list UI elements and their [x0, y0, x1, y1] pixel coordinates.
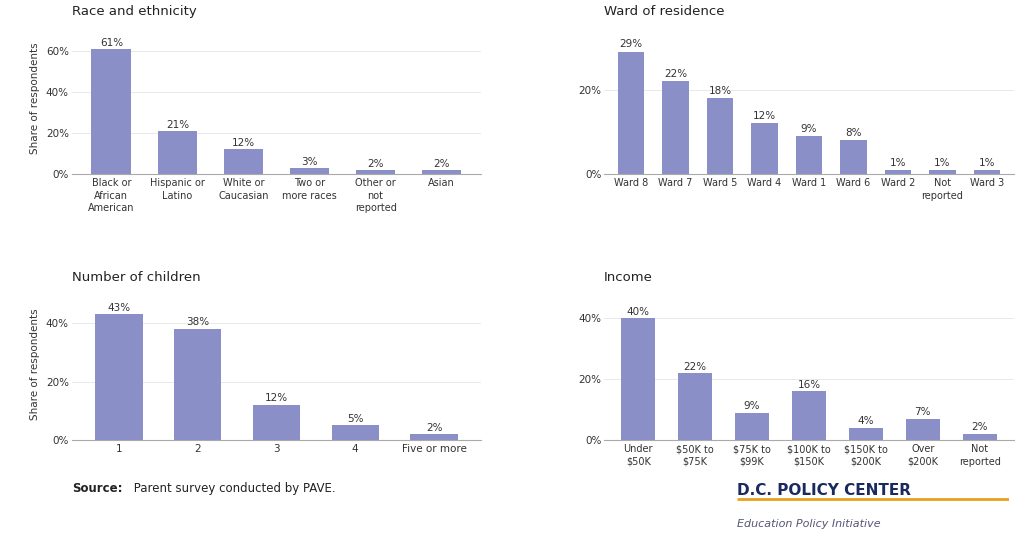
Bar: [411, 434, 458, 440]
Text: 40%: 40%: [627, 307, 650, 317]
Text: 22%: 22%: [664, 69, 687, 79]
Text: 2%: 2%: [426, 423, 442, 433]
Bar: [91, 49, 131, 174]
Bar: [223, 150, 263, 174]
Y-axis label: Share of respondents: Share of respondents: [31, 308, 40, 420]
Text: 4%: 4%: [857, 416, 874, 426]
Bar: [735, 412, 769, 440]
Text: 18%: 18%: [709, 86, 731, 96]
Text: 43%: 43%: [108, 303, 130, 313]
Bar: [751, 123, 778, 174]
Text: 1%: 1%: [979, 158, 995, 168]
Bar: [158, 131, 198, 174]
Bar: [422, 170, 462, 174]
Text: 1%: 1%: [934, 158, 950, 168]
Text: 8%: 8%: [845, 128, 862, 138]
Text: 12%: 12%: [753, 111, 776, 121]
Bar: [95, 314, 142, 440]
Text: Income: Income: [604, 271, 653, 284]
Text: D.C. POLICY CENTER: D.C. POLICY CENTER: [737, 483, 911, 498]
Text: 38%: 38%: [186, 317, 209, 327]
Bar: [678, 373, 713, 440]
Bar: [253, 405, 300, 440]
Bar: [332, 425, 379, 440]
Text: Race and ethnicity: Race and ethnicity: [72, 5, 197, 18]
Text: 12%: 12%: [231, 138, 255, 149]
Bar: [974, 170, 1000, 174]
Bar: [840, 140, 867, 174]
Bar: [929, 170, 955, 174]
Bar: [663, 81, 689, 174]
Bar: [290, 168, 330, 174]
Text: 61%: 61%: [99, 38, 123, 48]
Text: 2%: 2%: [368, 159, 384, 169]
Bar: [905, 419, 940, 440]
Bar: [355, 170, 395, 174]
Text: 22%: 22%: [684, 361, 707, 372]
Bar: [796, 136, 822, 174]
Text: 3%: 3%: [301, 157, 317, 167]
Bar: [174, 329, 221, 440]
Text: 7%: 7%: [914, 407, 931, 417]
Text: Parent survey conducted by PAVE.: Parent survey conducted by PAVE.: [130, 482, 336, 495]
Bar: [849, 428, 883, 440]
Text: 16%: 16%: [798, 380, 820, 390]
Text: 5%: 5%: [347, 414, 364, 424]
Text: Source:: Source:: [72, 482, 122, 495]
Bar: [885, 170, 911, 174]
Bar: [617, 52, 644, 174]
Y-axis label: Share of respondents: Share of respondents: [31, 42, 40, 154]
Bar: [963, 434, 996, 440]
Text: 12%: 12%: [265, 393, 288, 404]
Text: Ward of residence: Ward of residence: [604, 5, 725, 18]
Text: 9%: 9%: [801, 124, 817, 134]
Bar: [792, 392, 826, 440]
Bar: [622, 318, 655, 440]
Text: 21%: 21%: [166, 120, 189, 130]
Text: 29%: 29%: [620, 40, 642, 49]
Text: Education Policy Initiative: Education Policy Initiative: [737, 519, 881, 529]
Text: 9%: 9%: [743, 401, 761, 411]
Text: Number of children: Number of children: [72, 271, 201, 284]
Bar: [707, 98, 733, 174]
Text: 2%: 2%: [433, 159, 450, 169]
Text: 2%: 2%: [972, 422, 988, 432]
Text: 1%: 1%: [890, 158, 906, 168]
